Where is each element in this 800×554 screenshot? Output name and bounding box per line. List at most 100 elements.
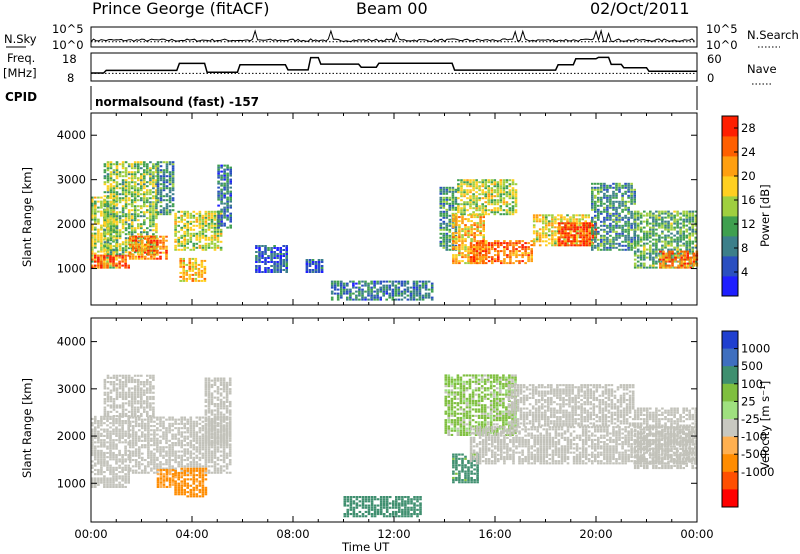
power-echo-cell [226, 204, 229, 207]
power-echo-cell [548, 242, 551, 245]
power-echo-cell [472, 179, 475, 182]
power-echo-cell [451, 186, 455, 189]
power-echo-cell [630, 210, 633, 213]
power-echo-cell [491, 260, 494, 263]
power-echo-cell [575, 224, 578, 227]
power-echo-cell [512, 262, 515, 265]
power-echo-cell [667, 242, 670, 245]
power-echo-cell [484, 179, 487, 182]
power-echo-cell [340, 288, 343, 291]
power-echo-cell [106, 260, 109, 263]
power-echo-cell [171, 179, 175, 182]
power-echo-cell [159, 213, 163, 216]
power-echo-cell [137, 169, 140, 172]
power-echo-cell [409, 296, 413, 299]
power-echo-cell [600, 244, 603, 247]
velocity-echo-cell [162, 437, 165, 440]
power-echo-cell [694, 236, 698, 239]
power-echo-cell [689, 260, 692, 263]
power-echo-cell [655, 248, 658, 251]
power-echo-cell [643, 262, 646, 265]
power-echo-cell [484, 246, 488, 249]
power-echo-cell [155, 185, 158, 188]
power-echo-cell [664, 236, 667, 239]
power-echo-cell [204, 248, 208, 251]
velocity-echo-cell [131, 425, 135, 428]
velocity-echo-cell [131, 471, 135, 474]
power-echo-cell [573, 238, 576, 241]
power-echo-cell [140, 205, 143, 208]
power-echo-cell [124, 207, 128, 210]
power-echo-cell [91, 246, 94, 249]
velocity-echo-cell [192, 422, 196, 425]
power-echo-cell [159, 195, 163, 198]
power-echo-cell [670, 216, 673, 219]
power-echo-cell [130, 203, 134, 206]
velocity-echo-cell [106, 464, 109, 467]
power-echo-cell [594, 196, 597, 199]
power-echo-cell [409, 290, 413, 293]
power-echo-cell [502, 193, 506, 196]
velocity-echo-cell [150, 469, 153, 472]
power-echo-cell [452, 224, 455, 227]
velocity-echo-cell [97, 454, 100, 457]
power-echo-cell [479, 222, 482, 225]
velocity-echo-cell [97, 439, 100, 442]
power-echo-cell [487, 189, 490, 192]
power-echo-cell [487, 260, 491, 263]
power-echo-cell [229, 200, 232, 203]
velocity-echo-cell [91, 439, 94, 442]
velocity-echo-cell [109, 485, 112, 488]
velocity-echo-cell [165, 446, 168, 449]
power-echo-cell [621, 244, 624, 247]
power-echo-cell [147, 253, 150, 256]
power-echo-cell [179, 259, 182, 262]
velocity-echo-cell [131, 433, 135, 436]
power-echo-cell [683, 264, 686, 267]
power-echo-cell [137, 241, 140, 244]
power-echo-cell [575, 234, 578, 237]
power-echo-cell [467, 228, 470, 231]
power-echo-cell [627, 240, 630, 243]
power-echo-cell [670, 240, 673, 243]
power-echo-cell [229, 192, 232, 195]
power-echo-cell [496, 199, 500, 202]
power-echo-cell [156, 185, 160, 188]
power-echo-cell [115, 200, 118, 203]
power-echo-cell [430, 282, 434, 285]
velocity-echo-cell [174, 444, 177, 447]
power-echo-region [452, 214, 485, 265]
power-echo-cell [558, 224, 561, 227]
power-echo-cell [655, 266, 658, 269]
power-echo-cell [530, 252, 533, 255]
power-echo-cell [382, 284, 385, 287]
power-echo-cell [112, 245, 116, 248]
velocity-echo-cell [97, 468, 100, 471]
power-echo-cell [439, 236, 443, 239]
power-echo-cell [124, 241, 128, 244]
power-echo-cell [618, 214, 621, 217]
power-echo-cell [542, 216, 545, 219]
power-echo-cell [473, 240, 476, 243]
power-echo-cell [662, 260, 665, 263]
power-echo-cell [573, 236, 576, 239]
power-echo-cell [464, 224, 467, 227]
velocity-echo-cell [118, 434, 121, 437]
power-echo-cell [600, 182, 603, 185]
power-echo-cell [521, 244, 524, 247]
power-echo-cell [691, 214, 694, 217]
power-echo-cell [639, 250, 643, 253]
power-echo-cell [527, 248, 530, 251]
power-echo-cell [639, 266, 643, 269]
power-echo-cell [612, 186, 615, 189]
power-echo-cell [594, 228, 598, 231]
power-echo-cell [143, 187, 146, 190]
power-echo-cell [159, 193, 163, 196]
power-echo-cell [340, 292, 343, 295]
velocity-echo-cell [103, 471, 106, 474]
power-echo-cell [442, 232, 446, 235]
velocity-echo-cell [131, 439, 135, 442]
power-echo-cell [452, 236, 455, 239]
power-echo-cell [273, 267, 276, 269]
